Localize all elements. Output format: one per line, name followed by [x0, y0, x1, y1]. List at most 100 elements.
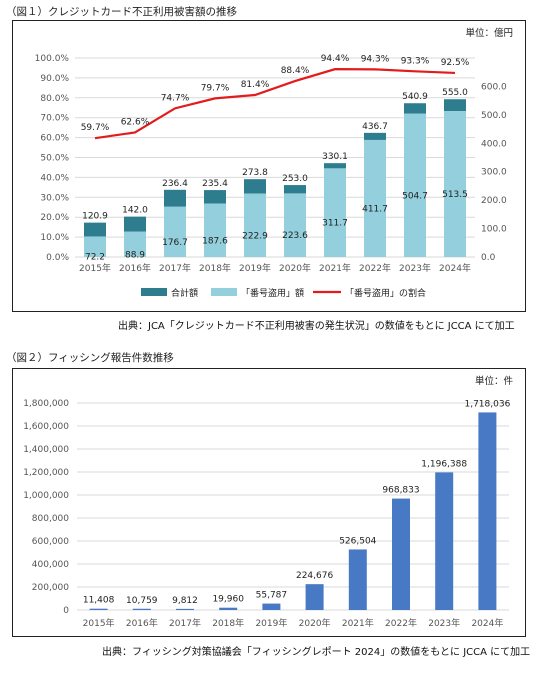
x-tick-label: 2024年: [471, 617, 503, 629]
x-tick-label: 2019年: [239, 262, 271, 274]
x-tick-label: 2015年: [83, 617, 115, 629]
legend-total-swatch: [141, 288, 167, 296]
bar-data-label: 55,787: [256, 591, 288, 601]
bar-data-label: 9,812: [172, 596, 198, 606]
total-data-label: 330.1: [322, 152, 348, 162]
bar: [305, 584, 324, 610]
y-tick-label: 200,000: [32, 583, 69, 593]
unit-label: 単位：億円: [465, 27, 513, 39]
bar-total-segment: [444, 99, 466, 112]
y-left-tick-label: 80.0%: [40, 94, 69, 104]
bar-data-label: 11,408: [83, 596, 115, 606]
bar-theft-segment: [444, 111, 466, 257]
theft-data-label: 223.6: [282, 231, 308, 241]
total-data-label: 436.7: [362, 122, 388, 132]
ratio-data-label: 94.4%: [321, 54, 350, 64]
legend-theft-swatch: [211, 288, 237, 296]
theft-data-label: 72.2: [85, 253, 105, 263]
theft-data-label: 411.7: [362, 204, 388, 214]
bar: [392, 498, 410, 610]
theft-data-label: 222.9: [242, 231, 268, 241]
unit-label: 単位：件: [475, 375, 514, 387]
x-tick-label: 2017年: [159, 262, 191, 274]
ratio-data-label: 88.4%: [281, 66, 310, 76]
total-data-label: 273.8: [242, 168, 268, 178]
ratio-data-label: 93.3%: [401, 56, 430, 66]
bar-data-label: 1,196,388: [421, 459, 467, 469]
x-tick-label: 2016年: [119, 262, 151, 274]
x-tick-label: 2024年: [439, 262, 471, 274]
y-left-tick-label: 0.0%: [46, 253, 69, 263]
x-tick-label: 2017年: [169, 617, 201, 629]
bar-total-segment: [164, 189, 186, 207]
bar: [478, 412, 497, 610]
theft-data-label: 187.6: [202, 236, 228, 246]
y-tick-label: 0: [63, 606, 69, 616]
legend-total-label: 合計額: [171, 287, 198, 299]
x-tick-label: 2023年: [428, 617, 460, 629]
bar-data-label: 224,676: [296, 571, 333, 581]
bar-data-label: 10,759: [126, 596, 158, 606]
ratio-data-label: 81.4%: [241, 80, 270, 90]
bar: [89, 608, 108, 610]
total-data-label: 555.0: [442, 88, 468, 98]
y-tick-label: 400,000: [32, 560, 69, 570]
theft-data-label: 176.7: [162, 238, 188, 248]
y-left-tick-label: 100.0%: [35, 54, 70, 64]
total-data-label: 120.9: [82, 212, 108, 222]
ratio-data-label: 59.7%: [81, 123, 110, 133]
bar-theft-segment: [164, 206, 186, 257]
figure1-title: （図１）クレジットカード不正利用被害額の推移: [6, 6, 237, 18]
bar-total-segment: [124, 216, 146, 232]
bar-total-segment: [284, 185, 306, 194]
y-right-tick-label: 300.0: [481, 168, 507, 178]
legend-theft-label: 「番号盗用」額: [241, 287, 304, 299]
ratio-data-label: 62.6%: [121, 117, 150, 127]
figure1-chart: 単位：億円 0.0% 10.0% 20.0% 30.0% 40.0% 50.0% 60.0% 7…: [35, 27, 513, 299]
y-left-tick-label: 40.0%: [40, 173, 69, 183]
x-tick-label: 2021年: [319, 262, 351, 274]
bar-theft-segment: [84, 236, 106, 257]
x-tick-label: 2020年: [279, 262, 311, 274]
total-data-label: 235.4: [202, 179, 228, 189]
y-right-tick-label: 0.0: [481, 253, 496, 263]
ratio-data-label: 94.3%: [361, 54, 390, 64]
y-left-tick-label: 20.0%: [40, 213, 69, 223]
y-right-tick-label: 400.0: [481, 139, 507, 149]
bar: [219, 607, 238, 610]
x-tick-label: 2019年: [255, 617, 287, 629]
bar: [132, 608, 151, 610]
x-tick-label: 2018年: [199, 262, 231, 274]
ratio-data-label: 74.7%: [161, 93, 190, 103]
bar-theft-segment: [364, 139, 386, 257]
bar: [176, 608, 194, 610]
legend-ratio-label: 「番号盗用」の割合: [345, 287, 426, 299]
y-left-tick-label: 30.0%: [40, 193, 69, 203]
x-tick-label: 2022年: [359, 262, 391, 274]
x-tick-label: 2016年: [126, 617, 158, 629]
y-tick-label: 1,400,000: [23, 445, 69, 455]
bar-total-segment: [404, 103, 426, 114]
bar-total-segment: [244, 179, 266, 194]
theft-data-label: 513.5: [442, 190, 468, 200]
bar-theft-segment: [284, 193, 306, 257]
y-tick-label: 1,200,000: [23, 468, 69, 478]
total-data-label: 236.4: [162, 179, 188, 189]
x-tick-label: 2015年: [79, 262, 111, 274]
x-tick-label: 2022年: [385, 617, 417, 629]
bar-theft-segment: [204, 203, 226, 257]
total-data-label: 142.0: [122, 206, 148, 216]
figure2-source: 出典：フィッシング対策協議会「フィッシングレポート 2024」の数値をもとに J…: [102, 647, 531, 658]
bar-data-label: 19,960: [212, 595, 244, 605]
figure1-frame: 単位：億円 0.0% 10.0% 20.0% 30.0% 40.0% 50.0% 60.0% 7…: [12, 20, 526, 312]
y-left-tick-label: 50.0%: [40, 154, 69, 164]
bar: [262, 603, 281, 610]
theft-data-label: 88.9: [125, 250, 145, 260]
y-tick-label: 1,800,000: [23, 399, 69, 409]
ratio-data-label: 79.7%: [201, 83, 230, 93]
figure1-source: 出典：JCA「クレジットカード不正利用被害の発生状況」の数値をもとに JCCA …: [118, 321, 515, 332]
bar: [435, 472, 454, 610]
total-data-label: 540.9: [402, 92, 428, 102]
bar: [348, 549, 367, 610]
total-data-label: 253.0: [282, 174, 308, 184]
